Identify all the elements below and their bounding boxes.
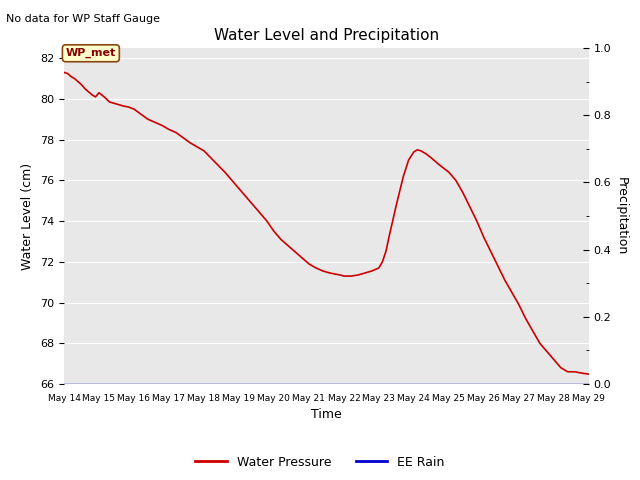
Legend: Water Pressure, EE Rain: Water Pressure, EE Rain (190, 451, 450, 474)
X-axis label: Time: Time (311, 408, 342, 421)
Y-axis label: Precipitation: Precipitation (615, 177, 628, 255)
Text: WP_met: WP_met (66, 48, 116, 59)
Y-axis label: Water Level (cm): Water Level (cm) (22, 162, 35, 270)
Text: No data for WP Staff Gauge: No data for WP Staff Gauge (6, 14, 161, 24)
Title: Water Level and Precipitation: Water Level and Precipitation (214, 28, 439, 43)
